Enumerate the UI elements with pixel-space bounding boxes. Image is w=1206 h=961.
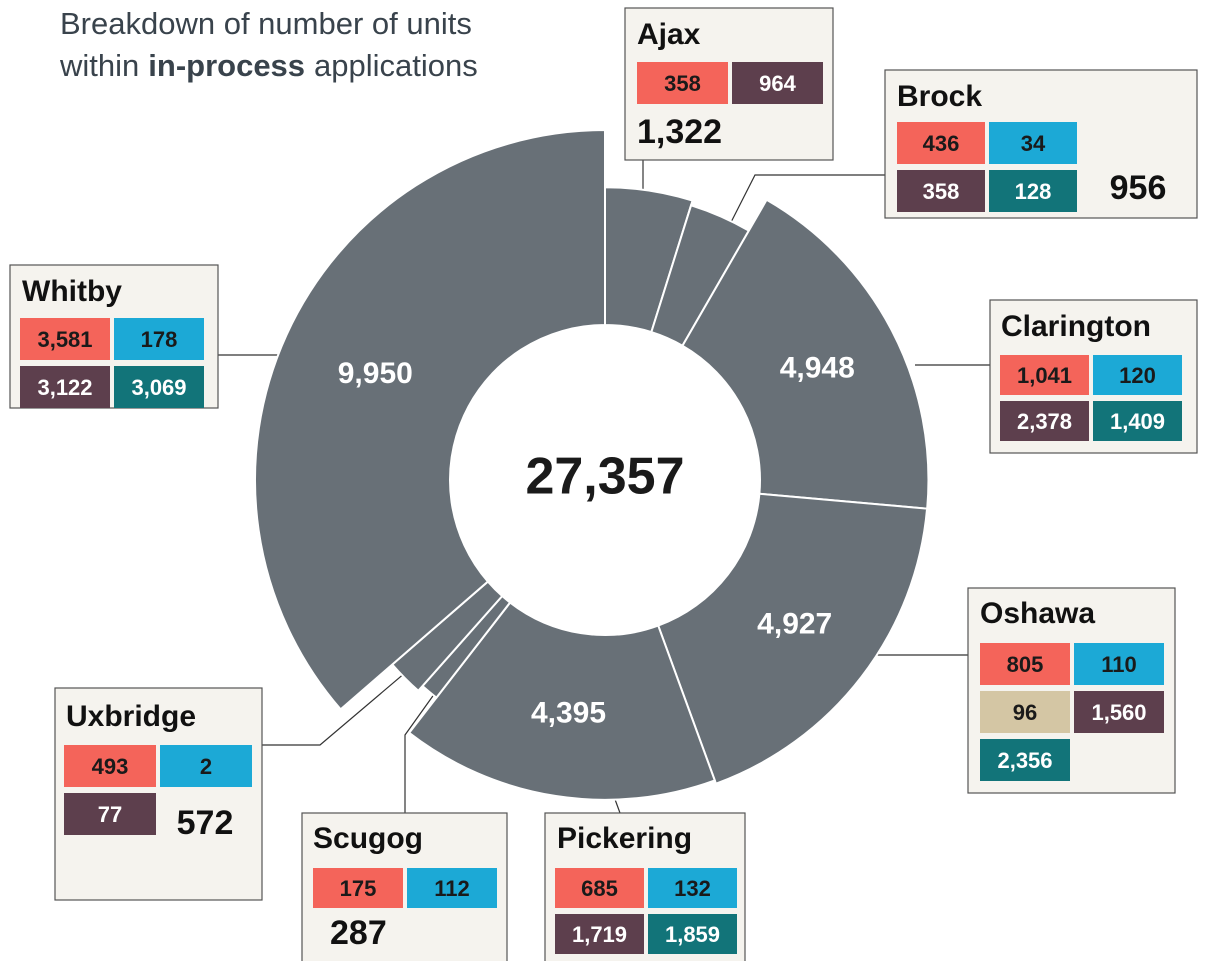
breakdown-cell: [637, 62, 728, 104]
breakdown-label: 3,581: [37, 327, 92, 352]
callout-name: Brock: [897, 80, 982, 113]
segment-label: 9,950: [338, 357, 413, 390]
callout: Clarington 1,041 120 2,378 1,409: [989, 299, 1198, 454]
breakdown-cell: [897, 170, 985, 212]
callout-name: Uxbridge: [66, 700, 196, 733]
donut-hole: [451, 326, 759, 634]
chart-title: within in-process applications: [59, 48, 478, 83]
breakdown-cell: [20, 366, 110, 408]
breakdown-label: 685: [581, 876, 618, 901]
donut-segment: [254, 128, 606, 711]
center-total: 27,357: [525, 448, 684, 506]
callout-total: 956: [1110, 169, 1167, 207]
breakdown-cell: [64, 793, 156, 835]
callout: Pickering 685 132 1,719 1,859: [544, 812, 746, 961]
callout: Whitby 3,581 178 3,122 3,069: [9, 264, 219, 409]
callout-name: Ajax: [637, 18, 701, 51]
breakdown-cell: [20, 318, 110, 360]
breakdown-label: 110: [1101, 652, 1137, 677]
breakdown-cell: [160, 745, 252, 787]
breakdown-label: 1,409: [1110, 409, 1165, 434]
callout-total: 1,322: [637, 113, 722, 151]
donut-segment: [407, 601, 717, 801]
breakdown-cell: [1000, 355, 1089, 395]
breakdown-cell: [897, 122, 985, 164]
breakdown-cell: [555, 914, 644, 954]
breakdown-label: 96: [1013, 700, 1037, 725]
breakdown-cell: [1000, 401, 1089, 441]
callout: Scugog 175 112 287: [301, 812, 508, 961]
breakdown-label: 805: [1007, 652, 1044, 677]
callout-total: 287: [330, 914, 387, 952]
callout: Oshawa 805 110 96 1,560 2,356: [967, 587, 1176, 794]
connector: [721, 174, 885, 241]
breakdown-cell: [64, 745, 156, 787]
breakdown-cell: [732, 62, 823, 104]
breakdown-cell: [980, 643, 1070, 685]
breakdown-label: 132: [674, 876, 711, 901]
breakdown-label: 1,560: [1091, 700, 1146, 725]
breakdown-cell: [1093, 355, 1182, 395]
title-bold: in-process: [148, 48, 305, 83]
breakdown-label: 128: [1015, 179, 1052, 204]
breakdown-label: 1,041: [1017, 363, 1072, 388]
callout-total: 572: [177, 804, 234, 842]
breakdown-label: 358: [664, 71, 701, 96]
breakdown-label: 493: [92, 754, 129, 779]
title-part: within: [59, 48, 139, 83]
breakdown-cell: [648, 868, 737, 908]
callout: Brock 436 34 358 128 956: [884, 69, 1198, 219]
breakdown-cell: [114, 366, 204, 408]
callout-name: Whitby: [22, 275, 122, 308]
breakdown-cell: [1093, 401, 1182, 441]
breakdown-label: 358: [923, 179, 960, 204]
breakdown-cell: [407, 868, 497, 908]
breakdown-label: 1,859: [665, 922, 720, 947]
breakdown-cell: [1074, 643, 1164, 685]
breakdown-cell: [980, 739, 1070, 781]
donut-segment: [681, 198, 930, 510]
breakdown-cell: [555, 868, 644, 908]
breakdown-label: 2: [200, 754, 212, 779]
breakdown-label: 2,378: [1017, 409, 1072, 434]
breakdown-label: 120: [1119, 363, 1156, 388]
callout-name: Pickering: [557, 822, 692, 855]
breakdown-label: 1,719: [572, 922, 627, 947]
breakdown-cell: [648, 914, 737, 954]
breakdown-label: 3,069: [131, 375, 186, 400]
breakdown-cell: [989, 122, 1077, 164]
breakdown-cell: [114, 318, 204, 360]
connector: [262, 649, 433, 746]
donut-segment: [656, 492, 929, 785]
segment-label: 4,395: [531, 697, 606, 730]
breakdown-cell: [980, 691, 1070, 733]
segment-label: 4,927: [757, 608, 832, 641]
breakdown-label: 964: [759, 71, 796, 96]
breakdown-label: 436: [923, 131, 960, 156]
breakdown-cell: [313, 868, 403, 908]
breakdown-cell: [989, 170, 1077, 212]
breakdown-label: 77: [98, 802, 122, 827]
breakdown-label: 112: [434, 876, 470, 901]
callout-name: Scugog: [313, 822, 423, 855]
callout-name: Oshawa: [980, 597, 1095, 630]
breakdown-label: 175: [340, 876, 377, 901]
donut-segment: [604, 186, 694, 334]
callout-name: Clarington: [1001, 310, 1151, 343]
title-part: applications: [314, 48, 478, 83]
breakdown-label: 2,356: [997, 748, 1052, 773]
chart-title: Breakdown of number of units: [60, 6, 472, 41]
callout: Uxbridge 493 2 77 572: [54, 687, 263, 901]
breakdown-label: 34: [1021, 131, 1046, 156]
breakdown-label: 3,122: [37, 375, 92, 400]
breakdown-label: 178: [141, 327, 178, 352]
breakdown-cell: [1074, 691, 1164, 733]
callout: Ajax 358 964 1,322: [624, 7, 834, 161]
segment-label: 4,948: [780, 352, 855, 385]
